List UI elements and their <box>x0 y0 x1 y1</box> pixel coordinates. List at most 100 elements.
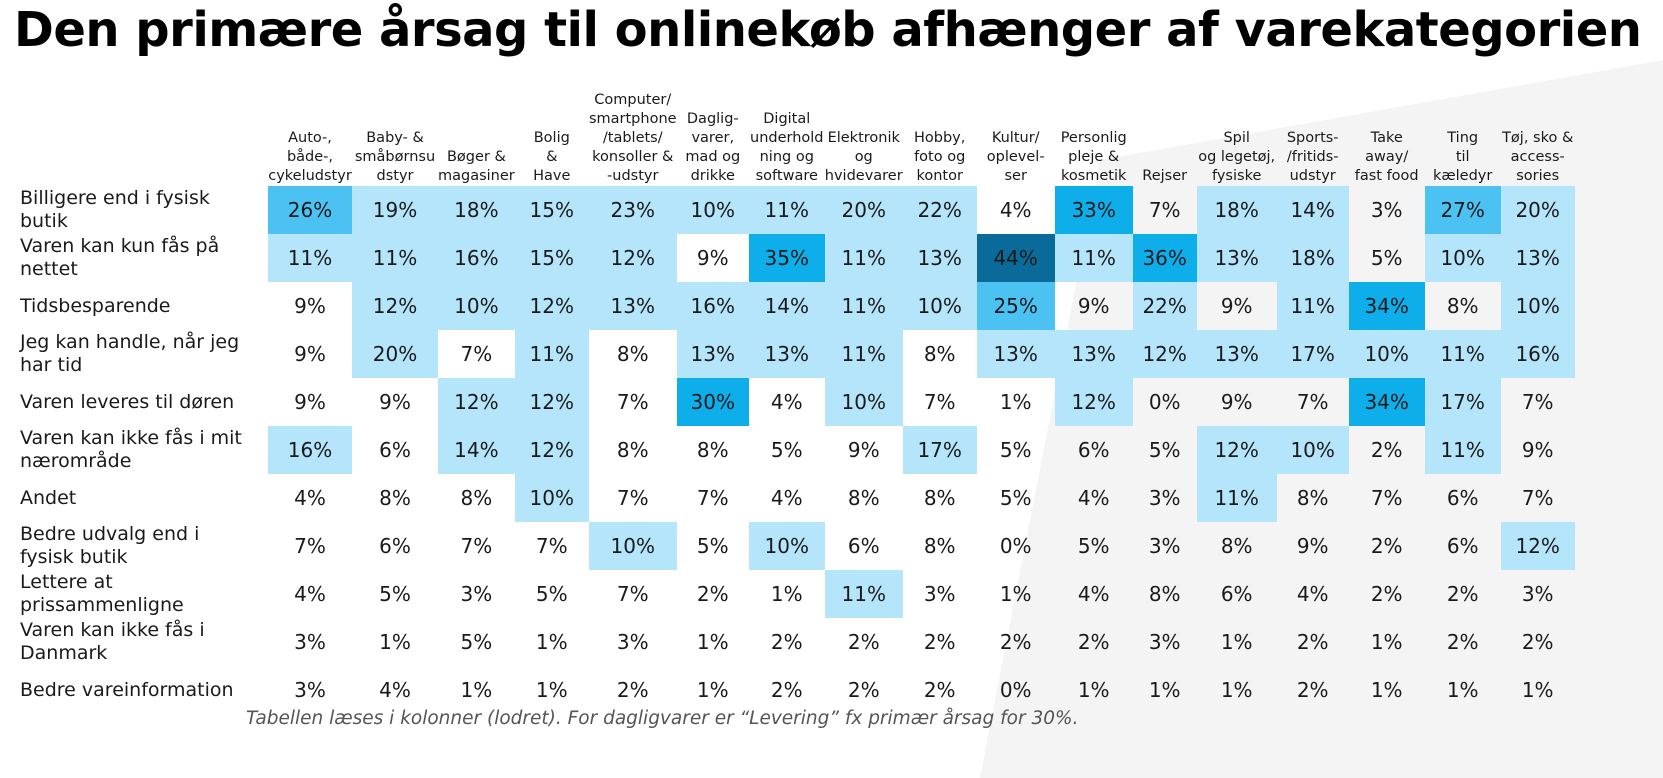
column-header: Baby- & småbørnsu dstyr <box>354 130 436 184</box>
row-label: Varen leveres til døren <box>20 390 235 413</box>
page-title: Den primære årsag til onlinekøb afhænger… <box>14 2 1642 58</box>
heatmap-cell: 13% <box>1196 234 1277 282</box>
heatmap-cell: 15% <box>514 234 589 282</box>
heatmap-cell: 3% <box>460 582 493 606</box>
heatmap-cell: 2% <box>770 678 803 702</box>
heatmap-cell: 17% <box>902 426 977 474</box>
heatmap-cell: 19% <box>352 186 438 234</box>
heatmap-cell: 12% <box>1132 330 1197 378</box>
heatmap-cell: 11% <box>1276 282 1349 330</box>
row-label: Jeg kan handle, når jeg har tid <box>20 331 240 376</box>
heatmap-cell: 17% <box>1276 330 1349 378</box>
heatmap-cell: 5% <box>460 630 493 654</box>
heatmap-cell: 10% <box>1348 330 1425 378</box>
heatmap-cell: 2% <box>923 678 956 702</box>
heatmap-cell: 1% <box>1148 678 1181 702</box>
heatmap-cell: 2% <box>770 630 803 654</box>
heatmap-cell: 7% <box>535 534 568 558</box>
row-label: Varen kan ikke fås i Danmark <box>20 619 205 664</box>
heatmap-cell: 36% <box>1132 234 1197 282</box>
column-header: Personlig pleje & kosmetik <box>1060 130 1127 184</box>
heatmap-cell: 9% <box>1220 390 1253 414</box>
heatmap-cell: 22% <box>902 186 977 234</box>
heatmap-cell: 8% <box>1220 534 1253 558</box>
heatmap-cell: 13% <box>588 282 677 330</box>
heatmap-cell: 13% <box>676 330 749 378</box>
heatmap-cell: 2% <box>1077 630 1110 654</box>
heatmap-cell: 9% <box>847 438 880 462</box>
heatmap-cell: 5% <box>1077 534 1110 558</box>
heatmap-cell: 3% <box>294 678 326 702</box>
heatmap-cell: 0% <box>999 534 1032 558</box>
heatmap-cell: 10% <box>676 186 749 234</box>
heatmap-cell: 5% <box>1370 246 1403 270</box>
table-row: Varen leveres til døren 9% 9% 12% 12% 7% 30% 4%… <box>20 378 1575 426</box>
heatmap-cell: 8% <box>847 486 880 510</box>
heatmap-cell: 1% <box>1077 678 1110 702</box>
heatmap-cell: 7% <box>696 486 729 510</box>
table-row: Varen kan ikke fås i Danmark 3% 1% 5% 1% 3% 1%… <box>20 618 1575 666</box>
column-header: Bolig & Have <box>533 130 571 184</box>
heatmap-cell: 4% <box>294 582 326 606</box>
heatmap-cell: 34% <box>1348 378 1425 426</box>
heatmap-cell: 1% <box>999 582 1032 606</box>
heatmap-cell: 9% <box>379 390 411 414</box>
heatmap-cell: 7% <box>616 582 649 606</box>
heatmap-cell: 11% <box>352 234 438 282</box>
heatmap-table: Auto-, både-, cykeludstyr Baby- & småbørn… <box>20 88 1575 714</box>
heatmap-cell: 18% <box>1196 186 1277 234</box>
heatmap-cell: 8% <box>1296 486 1329 510</box>
heatmap-cell: 7% <box>460 534 493 558</box>
heatmap-cell: 9% <box>1521 438 1554 462</box>
table-row: Billigere end i fysisk butik 26% 19% 18% 15%… <box>20 186 1575 234</box>
heatmap-cell: 11% <box>824 282 903 330</box>
heatmap-cell: 2% <box>847 630 880 654</box>
heatmap-cell: 11% <box>748 186 825 234</box>
heatmap-cell: 23% <box>588 186 677 234</box>
heatmap-cell: 16% <box>676 282 749 330</box>
heatmap-cell: 8% <box>616 438 649 462</box>
heatmap-cell: 1% <box>1446 678 1479 702</box>
heatmap-cell: 5% <box>770 438 803 462</box>
heatmap-cell: 8% <box>460 486 493 510</box>
heatmap-cell: 12% <box>588 234 677 282</box>
heatmap-cell: 16% <box>268 426 352 474</box>
heatmap-cell: 11% <box>824 330 903 378</box>
column-header: Auto-, både-, cykeludstyr <box>268 130 352 184</box>
heatmap-cell: 4% <box>770 486 803 510</box>
heatmap-cell: 6% <box>1446 534 1479 558</box>
heatmap-cell: 0% <box>1148 390 1181 414</box>
heatmap-cell: 35% <box>748 234 825 282</box>
heatmap-cell: 9% <box>294 342 326 366</box>
heatmap-cell: 2% <box>1370 582 1403 606</box>
heatmap-cell: 5% <box>535 582 568 606</box>
heatmap-cell: 10% <box>824 378 903 426</box>
heatmap-cell: 30% <box>676 378 749 426</box>
column-header: Computer/ smartphone /tablets/ konsoller… <box>588 92 677 184</box>
heatmap-cell: 1% <box>696 630 729 654</box>
heatmap-cell: 8% <box>379 486 411 510</box>
heatmap-cell: 1% <box>535 630 568 654</box>
column-header: Spil og legetøj, fysiske <box>1198 130 1276 184</box>
heatmap-cell: 13% <box>1500 234 1575 282</box>
heatmap-cell: 17% <box>1424 378 1501 426</box>
heatmap-cell: 1% <box>1521 678 1554 702</box>
heatmap-cell: 18% <box>438 186 515 234</box>
column-header: Kultur/ oplevel- ser <box>986 130 1045 184</box>
row-label: Tidsbesparende <box>20 294 171 317</box>
heatmap-cell: 12% <box>514 282 589 330</box>
heatmap-cell: 6% <box>1077 438 1110 462</box>
heatmap-cell: 7% <box>616 486 649 510</box>
heatmap-cell: 16% <box>1500 330 1575 378</box>
heatmap-cell: 12% <box>1054 378 1133 426</box>
heatmap-cell: 7% <box>1296 390 1329 414</box>
heatmap-cell: 1% <box>379 630 411 654</box>
heatmap-cell: 2% <box>1521 630 1554 654</box>
heatmap-cell: 10% <box>1276 426 1349 474</box>
heatmap-cell: 9% <box>1220 294 1253 318</box>
heatmap-cell: 6% <box>1220 582 1253 606</box>
row-label: Billigere end i fysisk butik <box>20 187 210 232</box>
table-row: Varen kan ikke fås i mit nærområde 16% 6% 1… <box>20 426 1575 474</box>
heatmap-cell: 33% <box>1054 186 1133 234</box>
heatmap-cell: 12% <box>514 378 589 426</box>
